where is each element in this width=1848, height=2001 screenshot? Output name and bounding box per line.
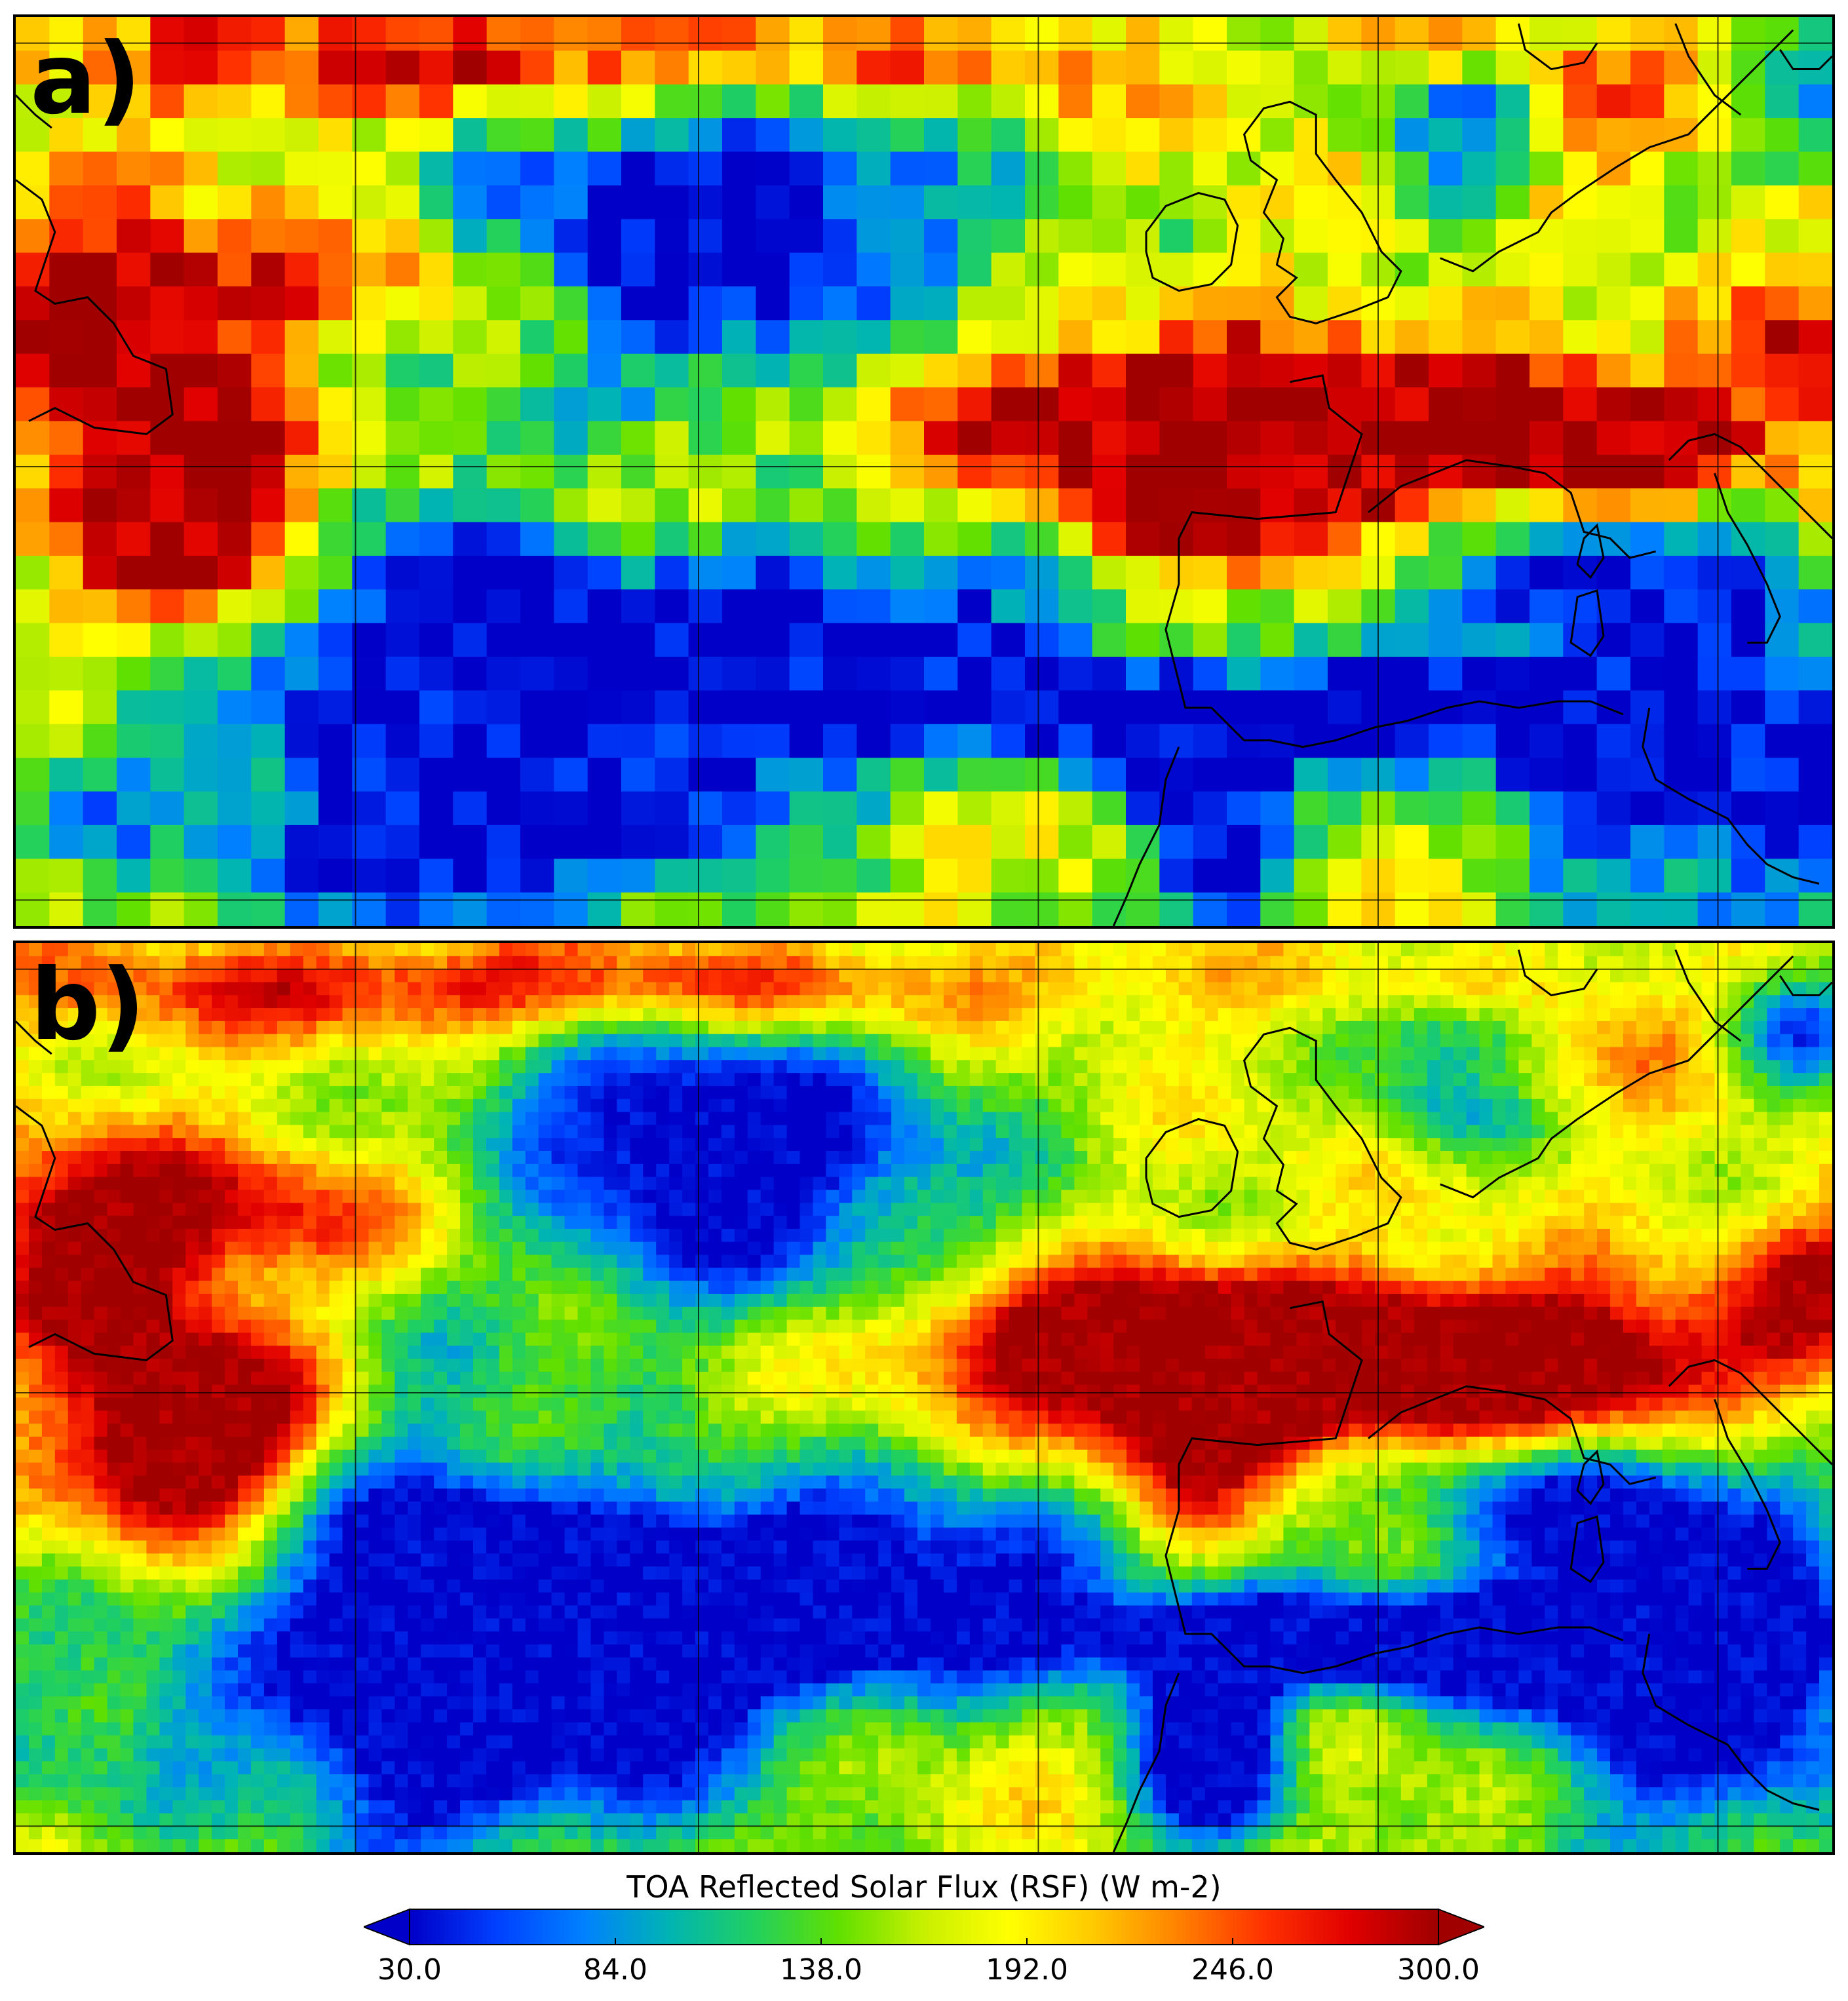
map-overlay-b: [16, 943, 1832, 1852]
colorbar: [364, 1908, 1484, 1946]
map-panel-b: b): [13, 941, 1835, 1855]
map-panel-a: a): [13, 14, 1835, 929]
colorbar-tick-label: 138.0: [780, 1953, 862, 1987]
colorbar-tick-label: 84.0: [583, 1953, 647, 1987]
colorbar-over-arrow: [1438, 1908, 1484, 1946]
map-overlay-a: [16, 17, 1832, 926]
colorbar-tick-label: 30.0: [377, 1953, 442, 1987]
panel-label-a: a): [30, 22, 142, 136]
colorbar-tick-label: 192.0: [986, 1953, 1068, 1987]
flux-field-coarse: [16, 17, 1832, 926]
panel-label-b: b): [30, 948, 145, 1062]
flux-field-fine: [16, 943, 1832, 1852]
colorbar-tick-label: 246.0: [1191, 1953, 1274, 1987]
colorbar-title: TOA Reflected Solar Flux (RSF) (W m-2): [626, 1869, 1222, 1905]
colorbar-tick-label: 300.0: [1397, 1953, 1480, 1987]
colorbar-under-arrow: [364, 1908, 410, 1946]
